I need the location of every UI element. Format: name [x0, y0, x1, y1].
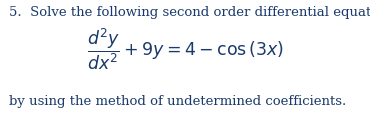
Text: $\dfrac{d^2y}{dx^2} + 9y = 4 - \cos\left(3x\right)$: $\dfrac{d^2y}{dx^2} + 9y = 4 - \cos\left…	[87, 26, 283, 72]
Text: by using the method of undetermined coefficients.: by using the method of undetermined coef…	[9, 95, 346, 108]
Text: 5.  Solve the following second order differential equation: 5. Solve the following second order diff…	[9, 6, 370, 19]
